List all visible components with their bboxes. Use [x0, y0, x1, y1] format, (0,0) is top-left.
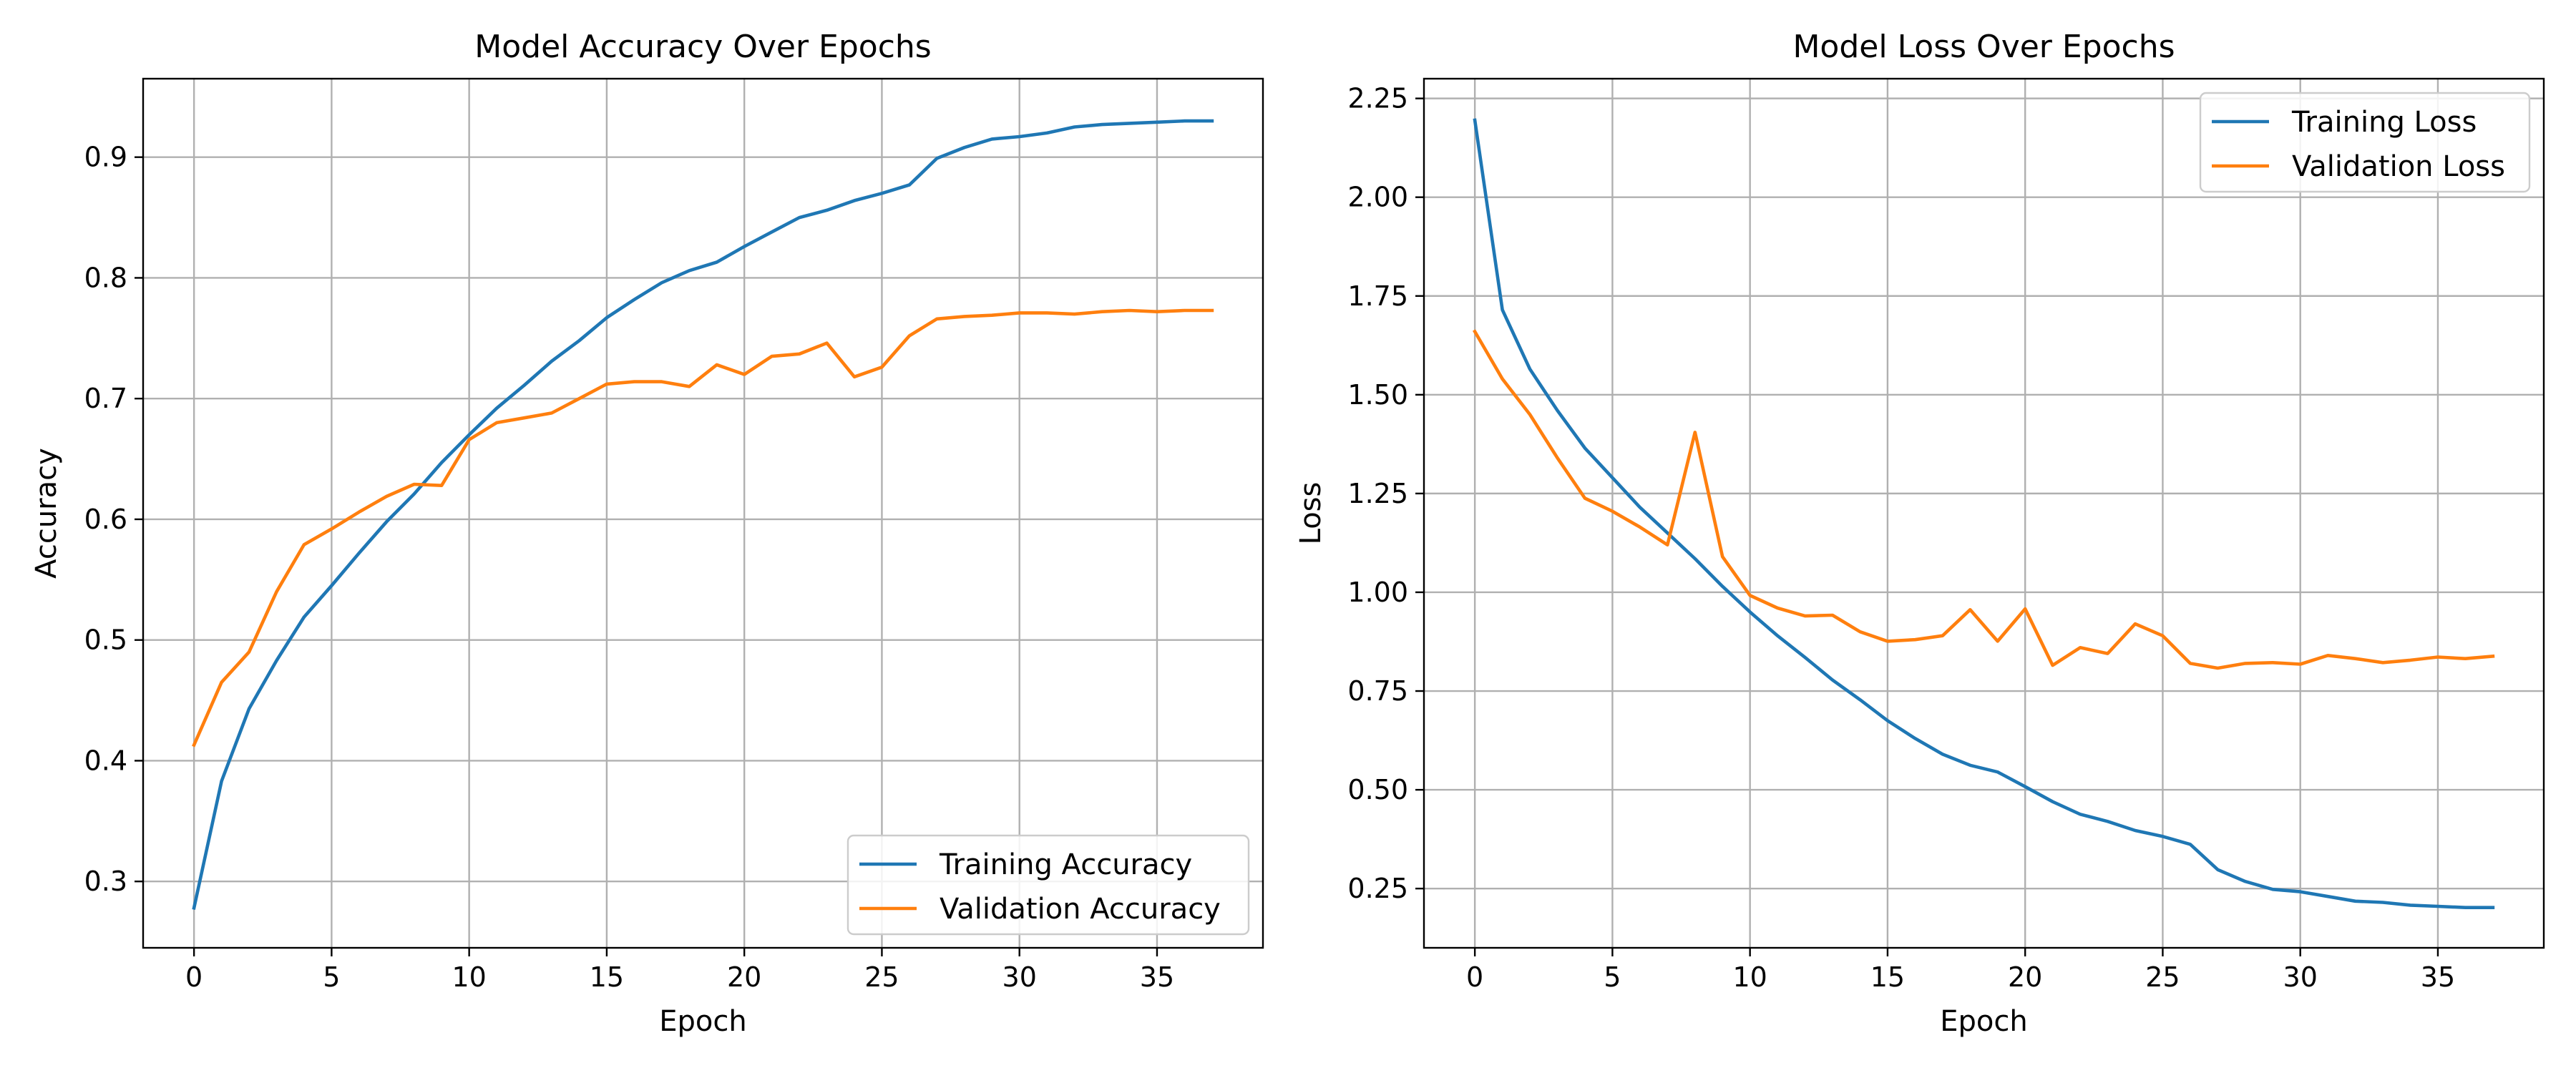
series-line-training: [192, 119, 1214, 911]
x-tick-label: 10: [1732, 961, 1767, 993]
legend: Training Loss Validation Loss: [2199, 92, 2531, 193]
legend-box: [2199, 92, 2531, 193]
series-line-validation: [1472, 329, 2495, 670]
y-tick-label: 0.7: [84, 383, 127, 414]
x-tick-label: 5: [323, 961, 340, 993]
x-tick-label: 25: [864, 961, 899, 993]
plot-frame: [1423, 77, 2545, 949]
plot-frame: [142, 77, 1264, 949]
y-tick-label: 1.00: [1347, 577, 1408, 608]
y-tick-label: 0.8: [84, 262, 127, 293]
legend-label-training: Training Accuracy: [939, 848, 1192, 881]
y-axis-label: Loss: [1294, 482, 1327, 545]
x-tick-label: 35: [2421, 961, 2455, 993]
x-tick-label: 10: [452, 961, 486, 993]
legend-box: [847, 834, 1250, 936]
accuracy-chart: 0 5 10 15 20 25 30 35 0.3 0.4 0.5 0.6 0.7 0.8 0.9 Model…: [30, 29, 1264, 1038]
series-line-training: [1473, 118, 2495, 909]
legend-label-validation: Validation Loss: [2292, 150, 2505, 183]
x-tick-label: 30: [2283, 961, 2318, 993]
x-tick-label: 25: [2145, 961, 2180, 993]
y-tick-label: 0.25: [1347, 873, 1408, 904]
y-tick-label: 0.4: [84, 745, 127, 776]
series-line-validation: [192, 308, 1214, 748]
y-tick-label: 2.25: [1347, 83, 1408, 114]
y-tick-label: 0.50: [1347, 774, 1408, 805]
legend-label-validation: Validation Accuracy: [940, 893, 1221, 926]
x-axis-label: Epoch: [1940, 1005, 2027, 1038]
legend: Training Accuracy Validation Accuracy: [847, 834, 1250, 936]
y-tick-label: 1.25: [1347, 478, 1408, 509]
chart-title: Model Accuracy Over Epochs: [474, 29, 931, 65]
x-tick-label: 35: [1140, 961, 1174, 993]
chart-title: Model Loss Over Epochs: [1792, 29, 2175, 65]
y-tick-label: 0.5: [84, 624, 127, 656]
x-tick-label: 0: [185, 961, 203, 993]
y-tick-label: 1.50: [1347, 379, 1408, 411]
x-tick-label: 30: [1002, 961, 1037, 993]
y-tick-label: 0.9: [84, 142, 127, 173]
x-tick-label: 15: [1870, 961, 1905, 993]
y-tick-label: 2.00: [1347, 182, 1408, 213]
x-tick-label: 5: [1604, 961, 1621, 993]
y-tick-label: 1.75: [1347, 280, 1408, 312]
x-axis-label: Epoch: [659, 1005, 746, 1038]
y-tick-label: 0.3: [84, 866, 127, 897]
y-tick-label: 0.6: [84, 504, 127, 535]
x-tick-label: 0: [1466, 961, 1483, 993]
x-tick-label: 20: [727, 961, 761, 993]
x-tick-label: 20: [2008, 961, 2042, 993]
legend-label-training: Training Loss: [2291, 106, 2477, 139]
y-tick-label: 0.75: [1347, 675, 1408, 707]
x-tick-label: 15: [590, 961, 624, 993]
y-axis-label: Accuracy: [30, 448, 63, 579]
loss-chart: 0 5 10 15 20 25 30 35 0.25 0.50 0.75 1.00 1.25 1.50 1.…: [1294, 29, 2545, 1038]
